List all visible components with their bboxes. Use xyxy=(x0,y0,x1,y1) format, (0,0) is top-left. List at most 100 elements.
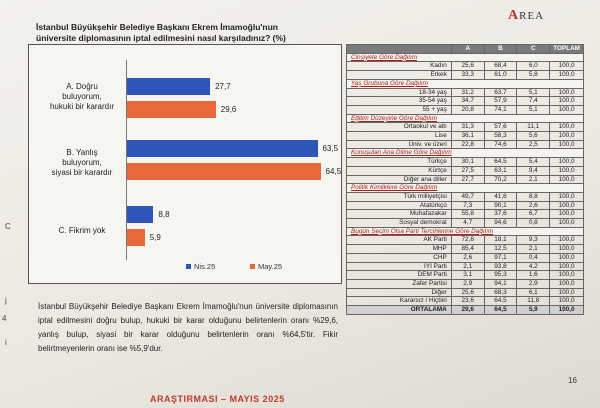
table-cell: 31,3 xyxy=(450,122,485,133)
table-section-row: Politik Kimliklere Göre Dağılım xyxy=(346,183,584,193)
table-cell: 100,0 xyxy=(549,218,584,228)
table-cell: 49,7 xyxy=(450,191,485,202)
table-cell: 11,1 xyxy=(516,122,551,133)
table-cell: 58,3 xyxy=(483,131,518,141)
table-cell: 100,0 xyxy=(549,200,584,211)
table-row: Üniv. ve üzeri 22,8 74,6 2,5 100,0 xyxy=(346,139,584,150)
table-cell: 2,6 xyxy=(450,252,485,263)
table-cell: 100,0 xyxy=(549,131,584,141)
section-title: Yaş Grubuna Göre Dağılım xyxy=(346,78,584,89)
table-cell: 64,5 xyxy=(483,157,518,167)
page-number: 16 xyxy=(568,376,577,385)
table-cell: 100,0 xyxy=(549,157,584,167)
bar-value-label: 8,8 xyxy=(158,210,170,219)
table-row: İYİ Parti 2,1 93,8 4,2 100,0 xyxy=(346,261,584,272)
table-cell: 11,8 xyxy=(516,296,551,307)
table-cell: 85,4 xyxy=(450,244,485,254)
bar-May.25 xyxy=(127,163,321,180)
table-cell: 4,7 xyxy=(450,218,485,228)
summary-paragraph: İstanbul Büyükşehir Belediye Başkanı Ekr… xyxy=(38,302,338,353)
row-label: Üniv. ve üzeri xyxy=(346,139,452,150)
table-header-cell: B xyxy=(483,44,518,54)
legend-item-nis: Nis.25 xyxy=(186,262,215,271)
table-cell: 100,0 xyxy=(549,244,584,254)
table-section-row: Cinsiyete Göre Dağılım xyxy=(346,52,584,63)
table-cell: 23,6 xyxy=(450,296,485,307)
table-cell: 9,4 xyxy=(516,165,551,176)
table-cell: 9,3 xyxy=(516,235,551,246)
table-cell: 2,1 xyxy=(516,244,551,254)
table-cell: 100,0 xyxy=(549,104,584,115)
table-cell: 100,0 xyxy=(549,296,584,307)
table-cell: 6,0 xyxy=(516,61,551,72)
table-cell: 100,0 xyxy=(549,287,584,298)
row-label: 35-54 yaş xyxy=(346,96,452,106)
table-row: MHP 85,4 12,5 2,1 100,0 xyxy=(346,244,584,254)
table-cell: 5,4 xyxy=(516,157,551,167)
row-label: AK Parti xyxy=(346,235,452,246)
table-row: 35-54 yaş 34,7 57,9 7,4 100,0 xyxy=(346,96,584,106)
table-cell: 20,8 xyxy=(450,104,485,115)
table-cell: 70,2 xyxy=(483,174,518,185)
side-mark-4: i xyxy=(5,338,7,347)
row-label: Ortaokul ve altı xyxy=(346,122,452,133)
table-row: CHP 2,6 97,1 0,4 100,0 xyxy=(346,252,584,263)
table-row: AK Parti 72,6 18,1 9,3 100,0 xyxy=(346,235,584,246)
table-cell: 5,6 xyxy=(516,131,551,141)
table-cell: 93,8 xyxy=(483,261,518,272)
row-label: Muhafazakar xyxy=(346,209,452,220)
row-label: 55 + yaş xyxy=(346,104,452,115)
table-cell: 25,6 xyxy=(450,287,485,298)
row-label: Diğer ana diller xyxy=(346,174,452,185)
table-cell: 100,0 xyxy=(549,61,584,72)
section-title: Politik Kimliklere Göre Dağılım xyxy=(346,183,584,193)
table-cell: 57,9 xyxy=(483,96,518,106)
table-section-row: Yaş Grubuna Göre Dağılım xyxy=(346,78,584,89)
table-cell: 25,6 xyxy=(450,61,485,72)
row-label: MHP xyxy=(346,244,452,254)
table-cell: 30,1 xyxy=(450,157,485,167)
bar-value-label: 64,5 xyxy=(325,167,342,176)
bar-value-label: 63,5 xyxy=(322,144,339,153)
table-cell: 97,1 xyxy=(483,252,518,263)
legend-swatch-blue xyxy=(186,264,191,269)
legend-label-nis: Nis.25 xyxy=(194,262,216,271)
footer-title: ARAŞTIRMASI – MAYIS 2025 xyxy=(150,394,285,404)
table-cell: 100,0 xyxy=(549,122,584,133)
table-total-row: ORTALAMA 29,6 64,5 5,9 100,0 xyxy=(346,305,584,315)
table-cell: 31,2 xyxy=(450,87,485,98)
table-cell: 4,2 xyxy=(516,261,551,272)
table-cell: 68,4 xyxy=(483,61,518,72)
category-label-line: hukuki bir karardır xyxy=(49,102,115,111)
table-row: Sosyal demokrat 4,7 94,6 0,8 100,0 xyxy=(346,218,584,228)
row-label: DEM Parti xyxy=(346,270,452,280)
row-label: Sosyal demokrat xyxy=(346,218,452,228)
table-cell: 90,1 xyxy=(483,200,518,211)
table-row: 55 + yaş 20,8 74,1 5,1 100,0 xyxy=(346,104,584,115)
section-title: Konuşulan Ana Diline Göre Dağılım xyxy=(346,148,584,159)
table-header-row: A B C TOPLAM xyxy=(346,44,584,54)
table-cell: 100,0 xyxy=(549,174,584,185)
table-row: Diğer 25,6 68,3 6,1 100,0 xyxy=(346,287,584,298)
table-cell: 27,7 xyxy=(450,174,485,185)
table-cell: 1,6 xyxy=(516,270,551,280)
category-label-line: buluyorum, xyxy=(62,158,102,167)
side-mark-2: j xyxy=(5,296,7,305)
question-line-2: üniversite diplomasının iptal edilmesini… xyxy=(36,33,286,43)
table-cell: 6,1 xyxy=(516,287,551,298)
question-title: İstanbul Büyükşehir Belediye Başkanı Ekr… xyxy=(36,22,336,44)
question-line-1: İstanbul Büyükşehir Belediye Başkanı Ekr… xyxy=(36,22,278,32)
row-label: Kararsız / Hiçbiri xyxy=(346,296,452,307)
category-label-line: B. Yanlış xyxy=(66,148,98,157)
table-row: 18-34 yaş 31,2 63,7 5,1 100,0 xyxy=(346,87,584,98)
legend-item-may: May.25 xyxy=(250,262,282,271)
area-logo: AREA xyxy=(508,8,545,23)
section-title: Eğitim Düzeyine Göre Dağılım xyxy=(346,113,584,124)
table-cell: 2,6 xyxy=(516,200,551,211)
table-cell: 5,8 xyxy=(516,70,551,80)
table-header-cell xyxy=(346,44,452,54)
table-row: Türk milliyetçisi 49,7 41,6 8,8 100,0 xyxy=(346,191,584,202)
category-label: A. Doğru buluyorum, hukuki bir karardır xyxy=(40,82,124,112)
table-cell: 64,5 xyxy=(483,305,518,315)
